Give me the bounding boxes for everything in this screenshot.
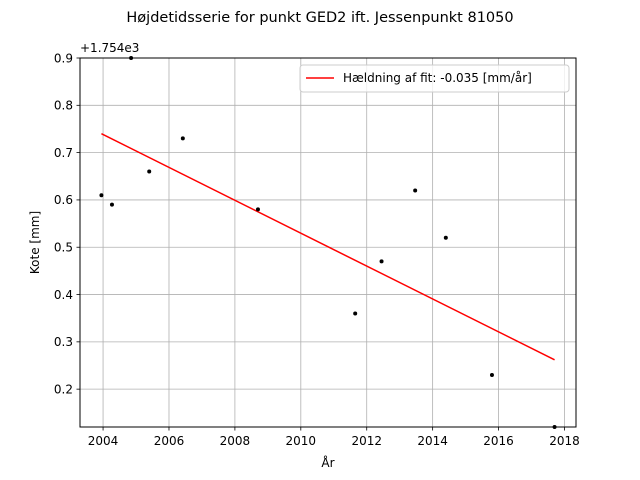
fit-line bbox=[101, 133, 555, 361]
y-tick-label: 0.5 bbox=[54, 241, 73, 255]
data-point bbox=[99, 193, 104, 198]
y-ticks: 0.2 0.3 0.4 0.5 0.6 0.7 0.8 0.9 bbox=[54, 51, 80, 396]
data-point bbox=[109, 202, 114, 207]
x-ticks: 2004 2006 2008 2010 2012 2014 2016 2018 bbox=[88, 427, 580, 448]
y-offset-text: +1.754e3 bbox=[80, 41, 139, 55]
x-tick-label: 2006 bbox=[154, 434, 185, 448]
data-point bbox=[255, 207, 260, 212]
x-axis-label: År bbox=[321, 455, 334, 470]
plot-frame bbox=[79, 57, 577, 428]
x-tick-label: 2018 bbox=[549, 434, 580, 448]
y-tick-label: 0.4 bbox=[54, 288, 73, 302]
y-tick-label: 0.8 bbox=[54, 99, 73, 113]
data-point bbox=[147, 169, 152, 174]
data-points bbox=[99, 56, 557, 429]
x-tick-label: 2004 bbox=[88, 434, 119, 448]
data-point bbox=[489, 372, 494, 377]
x-tick-label: 2008 bbox=[220, 434, 251, 448]
y-tick-label: 0.2 bbox=[54, 382, 73, 396]
data-point bbox=[180, 136, 185, 141]
chart-title: Højdetidsserie for punkt GED2 ift. Jesse… bbox=[126, 10, 513, 26]
x-tick-label: 2010 bbox=[286, 434, 317, 448]
x-tick-label: 2016 bbox=[483, 434, 514, 448]
fit-line-group bbox=[101, 133, 555, 361]
data-point bbox=[413, 188, 418, 193]
data-point bbox=[443, 235, 448, 240]
y-tick-label: 0.6 bbox=[54, 193, 73, 207]
legend-fit-label: Hældning af fit: -0.035 [mm/år] bbox=[343, 71, 532, 85]
y-tick-label: 0.7 bbox=[54, 146, 73, 160]
y-tick-label: 0.9 bbox=[54, 51, 73, 65]
legend: Hældning af fit: -0.035 [mm/år] bbox=[299, 64, 570, 93]
grid bbox=[80, 57, 576, 427]
x-tick-label: 2012 bbox=[351, 434, 382, 448]
y-tick-label: 0.3 bbox=[54, 335, 73, 349]
data-point bbox=[379, 259, 384, 264]
x-tick-label: 2014 bbox=[417, 434, 448, 448]
data-point bbox=[353, 311, 358, 316]
y-axis-label: Kote [mm] bbox=[28, 211, 42, 274]
legend-frame bbox=[299, 64, 570, 93]
